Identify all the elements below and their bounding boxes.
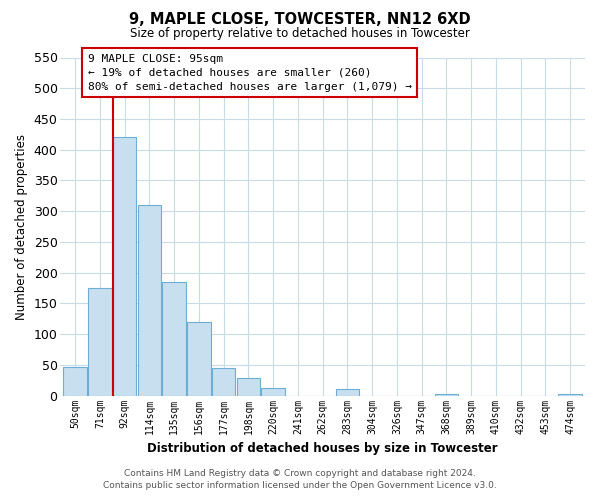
Bar <box>64 366 87 396</box>
Bar <box>137 205 161 396</box>
Bar <box>262 388 285 396</box>
Bar <box>163 282 186 396</box>
Bar <box>559 394 582 396</box>
Text: Contains HM Land Registry data © Crown copyright and database right 2024.
Contai: Contains HM Land Registry data © Crown c… <box>103 468 497 490</box>
Bar <box>88 288 112 396</box>
Bar <box>335 389 359 396</box>
Bar <box>212 368 235 396</box>
Text: Size of property relative to detached houses in Towcester: Size of property relative to detached ho… <box>130 28 470 40</box>
Bar <box>434 394 458 396</box>
Text: 9 MAPLE CLOSE: 95sqm
← 19% of detached houses are smaller (260)
80% of semi-deta: 9 MAPLE CLOSE: 95sqm ← 19% of detached h… <box>88 54 412 92</box>
X-axis label: Distribution of detached houses by size in Towcester: Distribution of detached houses by size … <box>148 442 498 455</box>
Bar <box>236 378 260 396</box>
Y-axis label: Number of detached properties: Number of detached properties <box>15 134 28 320</box>
Text: 9, MAPLE CLOSE, TOWCESTER, NN12 6XD: 9, MAPLE CLOSE, TOWCESTER, NN12 6XD <box>129 12 471 28</box>
Bar <box>187 322 211 396</box>
Bar <box>113 138 136 396</box>
